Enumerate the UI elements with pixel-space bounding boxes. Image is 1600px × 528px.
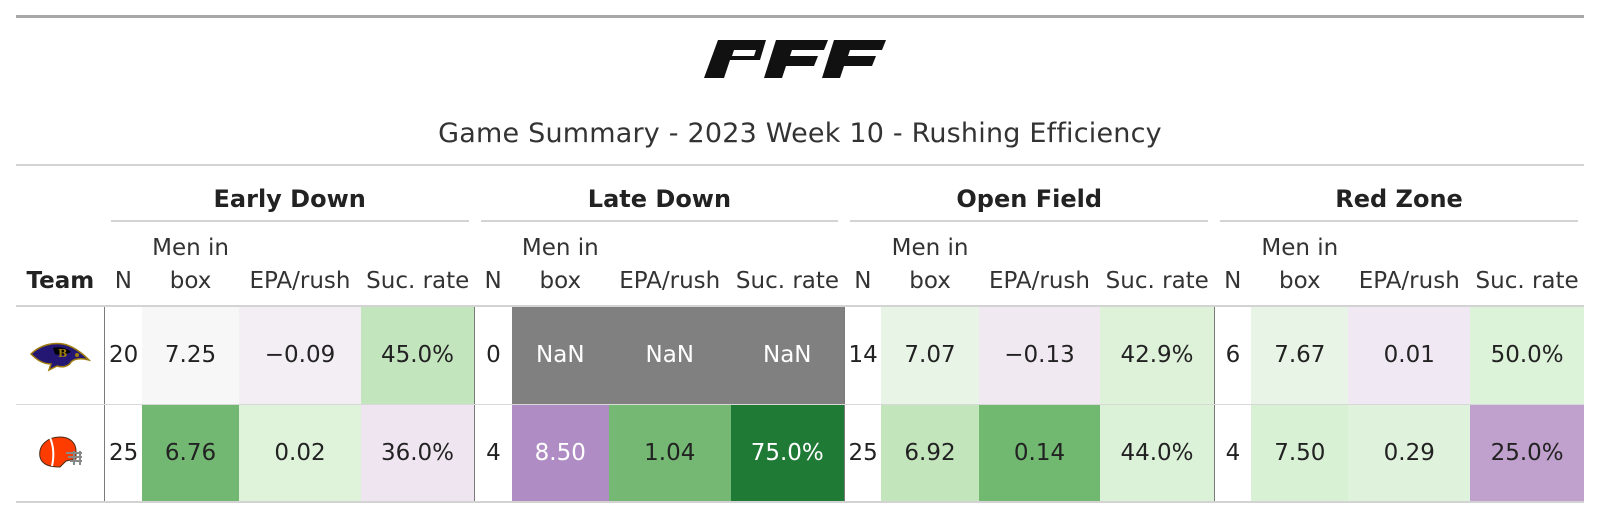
men-in-box-cell: 7.07 [881, 306, 979, 405]
pff-logo [704, 40, 886, 78]
spanner-empty [16, 164, 105, 228]
col-header-line: Men in [152, 235, 229, 261]
men-in-box-cell: 7.25 [141, 306, 240, 405]
suc-rate-cell: 36.0% [360, 404, 475, 503]
epa-rush-cell: 0.01 [1348, 306, 1471, 405]
col-header-suc-rate: Suc. rate [360, 228, 475, 307]
men-in-box-cell: 6.92 [881, 404, 979, 503]
col-header-men-in-box: Men in box [141, 228, 240, 307]
suc-rate-cell: 44.0% [1100, 404, 1215, 503]
epa-rush-cell: 0.29 [1348, 404, 1471, 503]
col-header-suc-rate: Suc. rate [1470, 228, 1584, 307]
group-early-down: Early Down [104, 164, 475, 228]
men-in-box-cell: 6.76 [141, 404, 240, 503]
team-cell: B [16, 306, 106, 405]
n-cell: 6 [1213, 306, 1252, 405]
svg-text:B: B [58, 347, 67, 360]
col-header-line: Men in [891, 235, 969, 261]
col-header-line: Men in [521, 235, 599, 261]
col-header-epa: EPA/rush [1348, 228, 1471, 307]
n-cell: 0 [474, 306, 512, 405]
epa-rush-cell: 0.14 [978, 404, 1101, 503]
col-header-n: N [474, 228, 512, 307]
table-row: 25 6.76 0.02 36.0% 4 8.50 1.04 75.0% 25 6.92 0.14 4… [16, 404, 1584, 503]
ravens-logo-icon: B [30, 343, 92, 372]
table-body: B 20 7.25 −0.09 45.0% 0 NaN NaN NaN 14 7.07 −0.13 42… [16, 306, 1584, 503]
group-open-field: Open Field [844, 164, 1215, 228]
col-header-suc-rate: Suc. rate [730, 228, 845, 307]
group-label: Late Down [480, 180, 839, 222]
browns-helmet-icon [39, 436, 83, 468]
suc-rate-cell: 42.9% [1100, 306, 1215, 405]
epa-rush-cell: −0.09 [239, 306, 361, 405]
page-title: Game Summary - 2023 Week 10 - Rushing Ef… [438, 118, 1162, 149]
col-header-n: N [1214, 228, 1252, 307]
group-red-zone: Red Zone [1214, 164, 1584, 228]
rushing-efficiency-table: Early Down Late Down Open Field Red Zone… [16, 164, 1584, 503]
group-late-down: Late Down [474, 164, 845, 228]
n-cell: 25 [843, 404, 882, 503]
men-in-box-cell: NaN [511, 306, 609, 405]
col-header-line: box [539, 268, 582, 294]
group-label: Open Field [850, 180, 1209, 222]
col-header-n: N [104, 228, 142, 307]
top-rule [16, 15, 1584, 18]
col-header-epa: EPA/rush [608, 228, 731, 307]
n-cell: 25 [104, 404, 142, 503]
men-in-box-cell: 7.50 [1251, 404, 1349, 503]
col-header-team: Team [16, 228, 105, 307]
col-header-epa: EPA/rush [239, 228, 361, 307]
epa-rush-cell: NaN [608, 306, 731, 405]
col-header-suc-rate: Suc. rate [1100, 228, 1215, 307]
epa-rush-cell: 1.04 [608, 404, 731, 503]
n-cell: 14 [843, 306, 882, 405]
col-header-n: N [844, 228, 882, 307]
suc-rate-cell: 25.0% [1470, 404, 1584, 503]
col-header-line: box [909, 268, 951, 294]
col-header-line: Men in [1261, 235, 1339, 261]
group-label: Red Zone [1220, 180, 1578, 222]
team-cell [16, 404, 106, 503]
col-header-men-in-box: Men in box [1251, 228, 1349, 307]
col-header-line: box [1279, 268, 1321, 294]
men-in-box-cell: 7.67 [1251, 306, 1349, 405]
col-header-men-in-box: Men in box [511, 228, 609, 307]
n-cell: 4 [474, 404, 512, 503]
epa-rush-cell: −0.13 [978, 306, 1101, 405]
col-header-epa: EPA/rush [978, 228, 1101, 307]
suc-rate-cell: 50.0% [1470, 306, 1584, 405]
n-cell: 4 [1213, 404, 1252, 503]
column-header-row: Team N Men in box EPA/rush Suc. rate N Men in b… [16, 228, 1584, 307]
group-label: Early Down [110, 180, 469, 222]
n-cell: 20 [104, 306, 142, 405]
suc-rate-cell: NaN [730, 306, 845, 405]
table-row: B 20 7.25 −0.09 45.0% 0 NaN NaN NaN 14 7.07 −0.13 42… [16, 306, 1584, 405]
epa-rush-cell: 0.02 [239, 404, 361, 503]
men-in-box-cell: 8.50 [511, 404, 609, 503]
suc-rate-cell: 45.0% [360, 306, 475, 405]
col-header-line: box [169, 268, 212, 294]
suc-rate-cell: 75.0% [730, 404, 845, 503]
col-header-men-in-box: Men in box [881, 228, 979, 307]
